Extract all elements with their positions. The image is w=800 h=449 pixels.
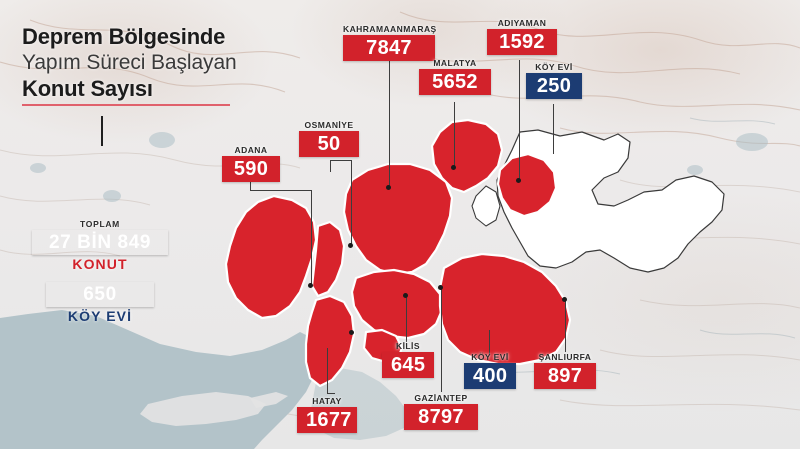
leader-hatay-join [327, 348, 329, 350]
map-label-adiyaman[interactable]: ADIYAMAN 1592 [487, 18, 557, 55]
leader-kilis [406, 296, 408, 342]
map-label-koyevi-400-value: 400 [464, 363, 516, 389]
title-underline [22, 104, 230, 106]
title-line-2: Yapım Süreci Başlayan [22, 51, 237, 74]
map-label-osmaniye[interactable]: OSMANİYE 50 [299, 120, 359, 157]
province-adiyaman [496, 152, 558, 218]
total-koyevi-value: 650 [46, 282, 154, 307]
leader-osmaniye-stub [330, 160, 332, 172]
leader-osmaniye-v [351, 160, 353, 246]
leader-adiyaman-bottom [519, 120, 521, 180]
province-osmaniye [310, 220, 346, 298]
map-label-malatya[interactable]: MALATYA 5652 [419, 58, 491, 95]
map-label-kilis[interactable]: KİLİS 645 [382, 341, 434, 378]
leader-adana-h [250, 190, 312, 192]
dot-malatya [451, 165, 456, 170]
leader-hatay-h [327, 393, 335, 395]
map-label-osmaniye-caption: OSMANİYE [304, 120, 354, 130]
province-hatay [304, 294, 356, 388]
total-konut-value: 27 BİN 849 [32, 230, 168, 255]
dot-adiyaman [516, 178, 521, 183]
province-malatya [430, 118, 504, 194]
map-label-adiyaman-value: 1592 [487, 29, 557, 55]
map-label-malatya-value: 5652 [419, 69, 491, 95]
map-label-hatay[interactable]: HATAY 1677 [297, 396, 357, 433]
dot-hatay [349, 330, 354, 335]
total-konut: TOPLAM 27 BİN 849 KONUT [32, 218, 168, 274]
map-label-koyevi-250[interactable]: KÖY EVİ 250 [526, 62, 582, 99]
province-kahramanmaras [342, 162, 454, 276]
map-label-hatay-caption: HATAY [312, 396, 342, 406]
map-label-adiyaman-caption: ADIYAMAN [497, 18, 547, 28]
dot-gaziantep [438, 285, 443, 290]
leader-adiyaman-top [519, 60, 521, 120]
leader-gaziantep [441, 288, 443, 392]
map-label-gaziantep-caption: GAZİANTEP [414, 393, 468, 403]
map-label-malatya-caption: MALATYA [433, 58, 477, 68]
map-label-koyevi-400-caption: KÖY EVİ [471, 352, 509, 362]
map-label-koyevi-250-value: 250 [526, 73, 582, 99]
leader-adana-v [311, 190, 313, 286]
title-pointer-tick [101, 116, 103, 146]
leader-koyevi-250 [553, 104, 555, 154]
leader-malatya [454, 102, 456, 168]
dot-adana [308, 283, 313, 288]
map-label-adana-caption: ADANA [234, 145, 268, 155]
total-konut-label: KONUT [72, 256, 128, 272]
map-label-koyevi-400[interactable]: KÖY EVİ 400 [464, 352, 516, 389]
map-label-adana-value: 590 [222, 156, 280, 182]
map-label-osmaniye-value: 50 [299, 131, 359, 157]
page-title: Deprem Bölgesinde Yapım Süreci Başlayan … [22, 24, 237, 102]
dot-kahramanmaras [386, 185, 391, 190]
title-line-3: Konut Sayısı [22, 76, 153, 101]
total-koyevi-label: KÖY EVİ [67, 308, 133, 324]
map-label-gaziantep[interactable]: GAZİANTEP 8797 [404, 393, 478, 430]
map-label-kahramanmaras-value: 7847 [343, 35, 435, 61]
total-koyevi: 650 KÖY EVİ [46, 282, 154, 326]
map-label-gaziantep-value: 8797 [404, 404, 478, 430]
province-gaziantep [350, 268, 444, 340]
leader-hatay-v [327, 350, 329, 394]
map-label-koyevi-250-caption: KÖY EVİ [535, 62, 573, 72]
leader-adana-stub [250, 180, 252, 191]
dot-kilis [403, 293, 408, 298]
province-adana [224, 194, 318, 320]
map-label-sanliurfa[interactable]: ŞANLIURFA 897 [534, 352, 596, 389]
map-label-adana[interactable]: ADANA 590 [222, 145, 280, 182]
title-line-1: Deprem Bölgesinde [22, 24, 226, 49]
map-label-sanliurfa-caption: ŞANLIURFA [538, 352, 592, 362]
total-konut-caption: TOPLAM [80, 219, 120, 229]
province-sanliurfa [438, 252, 572, 366]
map-label-kahramanmaras[interactable]: KAHRAMAANMARAŞ 7847 [343, 24, 437, 61]
dot-sanliurfa [562, 297, 567, 302]
leader-kahramanmaras [389, 60, 391, 188]
map-label-kilis-caption: KİLİS [396, 341, 420, 351]
map-label-hatay-value: 1677 [297, 407, 357, 433]
leader-osmaniye-h [330, 160, 352, 162]
dot-osmaniye [348, 243, 353, 248]
map-label-kahramanmaras-caption: KAHRAMAANMARAŞ [343, 24, 437, 34]
leader-koyevi-400 [489, 330, 491, 354]
map-label-kilis-value: 645 [382, 352, 434, 378]
leader-sanliurfa [565, 300, 567, 352]
map-label-sanliurfa-value: 897 [534, 363, 596, 389]
